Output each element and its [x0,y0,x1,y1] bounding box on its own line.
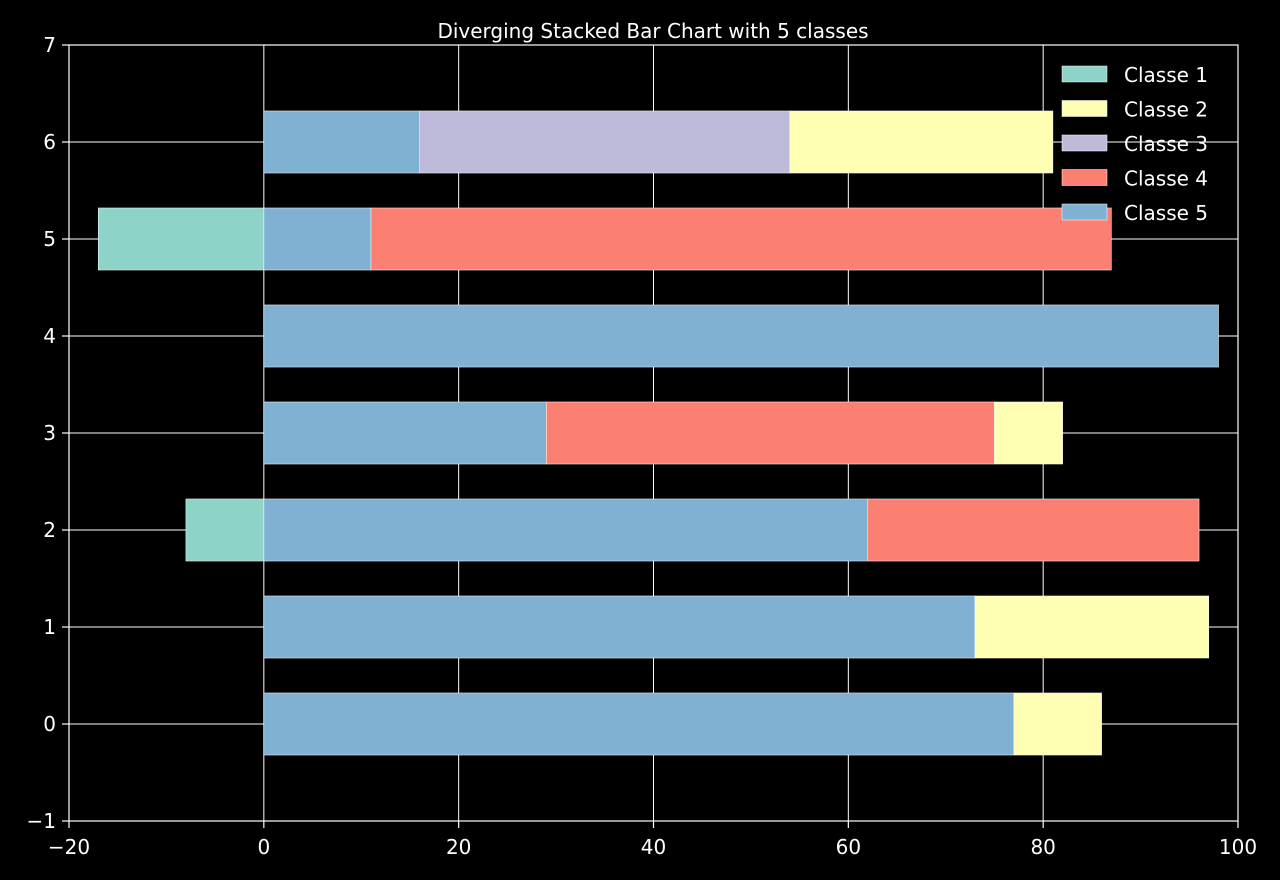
y-tick-label: 1 [43,615,56,639]
legend-swatch [1061,134,1108,152]
bar-segment [546,401,995,465]
bar-segment [789,110,1054,174]
x-tick-label: 60 [836,835,861,859]
y-tick-label: 6 [43,130,56,154]
bar-segment [263,207,372,271]
bar-segment [263,110,420,174]
legend-label: Classe 1 [1124,63,1208,87]
bar-segment [370,207,1112,271]
chart-title: Diverging Stacked Bar Chart with 5 class… [437,19,868,43]
x-tick-label: 100 [1219,835,1257,859]
legend-label: Classe 5 [1124,201,1208,225]
y-tick-label: 0 [43,712,56,736]
x-tick-label: 20 [446,835,471,859]
legend-label: Classe 2 [1124,98,1208,122]
bar-segment [97,207,265,271]
bar-segment [974,595,1210,659]
bar-segment [867,498,1200,562]
bars [97,110,1219,756]
legend: Classe 1 Classe 2 Classe 3 Classe 4 Classe 5 [1061,63,1208,225]
y-tick-label: −1 [27,809,56,833]
y-tick-label: 5 [43,227,56,251]
bar-segment [185,498,265,562]
x-tick-label: 0 [257,835,270,859]
bar-segment [263,498,869,562]
legend-swatch [1061,169,1108,186]
legend-swatch [1061,65,1108,83]
legend-label: Classe 3 [1124,132,1208,156]
legend-label: Classe 4 [1124,167,1208,191]
bar-segment [419,110,791,174]
bar-segment [263,401,547,465]
bar-segment [263,304,1219,368]
axis-ticks: −20 0 20 40 60 80 100 −1 0 1 2 3 4 5 6 7 [27,33,1258,859]
y-tick-label: 3 [43,421,56,445]
x-tick-label: 40 [641,835,666,859]
bar-segment [263,595,976,659]
y-tick-label: 4 [43,324,56,348]
bar-segment [994,401,1063,465]
x-tick-label: −20 [48,835,90,859]
bar-segment [1013,692,1102,756]
y-tick-label: 2 [43,518,56,542]
x-tick-label: 80 [1030,835,1055,859]
legend-swatch [1061,100,1108,117]
y-tick-label: 7 [43,33,56,57]
legend-swatch [1061,203,1108,221]
bar-segment [263,692,1015,756]
